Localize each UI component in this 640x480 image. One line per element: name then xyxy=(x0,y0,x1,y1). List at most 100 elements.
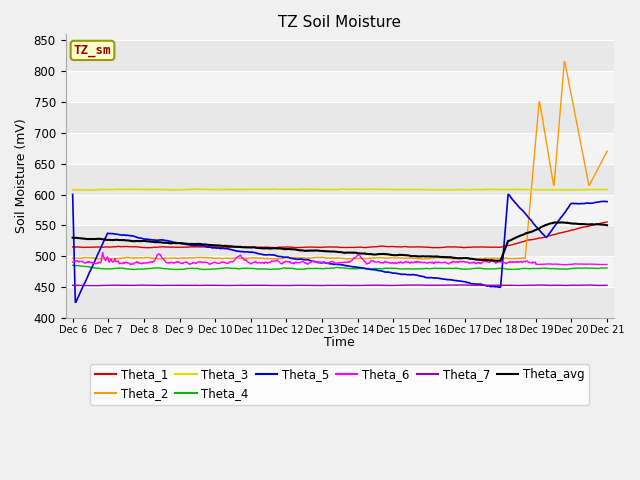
Theta_2 xyxy=(69,255,77,261)
Theta_5 xyxy=(285,255,293,261)
Theta_5 xyxy=(69,192,77,197)
Theta_6 xyxy=(69,259,77,265)
Theta_3 xyxy=(604,187,611,192)
Bar xyxy=(65,194,614,226)
Theta_7 xyxy=(69,282,77,288)
Theta_5 xyxy=(604,199,611,204)
Theta_3 xyxy=(305,186,313,192)
Legend: Theta_1, Theta_2, Theta_3, Theta_4, Theta_5, Theta_6, Theta_7, Theta_avg: Theta_1, Theta_2, Theta_3, Theta_4, Thet… xyxy=(90,364,589,405)
Theta_7 xyxy=(436,282,444,288)
Theta_1 xyxy=(496,244,504,250)
Theta_3 xyxy=(191,186,199,192)
Theta_3 xyxy=(437,187,445,192)
Theta_1 xyxy=(305,244,312,250)
Theta_avg xyxy=(604,222,611,228)
Theta_6 xyxy=(286,258,294,264)
Theta_5 xyxy=(496,285,504,290)
Theta_2 xyxy=(604,148,611,154)
Bar xyxy=(65,71,614,102)
Theta_avg xyxy=(494,258,502,264)
Theta_5 xyxy=(486,284,493,289)
Theta_3 xyxy=(124,186,132,192)
Theta_avg xyxy=(486,257,493,263)
Line: Theta_1: Theta_1 xyxy=(73,222,607,248)
Theta_4 xyxy=(436,265,444,271)
Theta_7 xyxy=(486,282,494,288)
Theta_2 xyxy=(561,59,568,65)
Theta_1 xyxy=(486,244,493,250)
Theta_1 xyxy=(604,219,611,225)
Theta_1 xyxy=(124,244,131,250)
Theta_4 xyxy=(486,266,493,272)
Line: Theta_6: Theta_6 xyxy=(73,252,607,265)
Theta_3 xyxy=(84,187,92,193)
Theta_4 xyxy=(496,265,504,271)
Theta_4 xyxy=(604,265,611,271)
Theta_avg xyxy=(304,248,312,253)
Bar xyxy=(65,133,614,164)
Theta_6 xyxy=(496,259,504,264)
Line: Theta_3: Theta_3 xyxy=(73,189,607,190)
Theta_7 xyxy=(94,283,102,288)
Theta_2 xyxy=(95,256,102,262)
Theta_4 xyxy=(305,265,312,271)
Theta_5 xyxy=(436,276,444,282)
Theta_avg xyxy=(557,219,564,225)
Theta_6 xyxy=(486,259,494,264)
Theta_2 xyxy=(496,255,504,261)
Theta_2 xyxy=(305,255,312,261)
Line: Theta_4: Theta_4 xyxy=(73,265,607,270)
Theta_7 xyxy=(459,282,467,288)
Theta_7 xyxy=(285,283,293,288)
Theta_4 xyxy=(69,263,77,268)
Theta_5 xyxy=(505,192,513,197)
Theta_3 xyxy=(496,187,504,192)
Theta_6 xyxy=(305,260,313,266)
Theta_6 xyxy=(124,260,132,265)
Theta_7 xyxy=(496,282,504,288)
Theta_2 xyxy=(124,255,132,261)
Text: TZ_sm: TZ_sm xyxy=(74,44,111,57)
Theta_3 xyxy=(69,187,77,192)
Bar xyxy=(65,256,614,287)
Theta_4 xyxy=(175,267,183,273)
Theta_1 xyxy=(436,245,444,251)
Y-axis label: Soil Moisture (mV): Soil Moisture (mV) xyxy=(15,119,28,233)
Theta_1 xyxy=(285,244,293,250)
Title: TZ Soil Moisture: TZ Soil Moisture xyxy=(278,15,401,30)
Theta_5 xyxy=(124,232,132,238)
Theta_5 xyxy=(305,257,312,263)
Theta_3 xyxy=(486,187,494,192)
Theta_avg xyxy=(124,238,131,243)
Theta_2 xyxy=(285,255,293,261)
Theta_avg xyxy=(285,246,292,252)
Theta_6 xyxy=(437,260,445,266)
Theta_5 xyxy=(72,300,79,305)
Theta_4 xyxy=(285,265,293,271)
Bar xyxy=(65,226,614,256)
Bar xyxy=(65,40,614,71)
Theta_7 xyxy=(604,282,611,288)
Theta_avg xyxy=(436,254,444,260)
Theta_7 xyxy=(305,283,312,288)
Line: Theta_2: Theta_2 xyxy=(73,62,607,259)
Theta_avg xyxy=(69,235,77,240)
Theta_1 xyxy=(143,245,150,251)
Bar xyxy=(65,164,614,194)
Line: Theta_avg: Theta_avg xyxy=(73,222,607,261)
Bar xyxy=(65,287,614,318)
Theta_6 xyxy=(99,250,106,255)
X-axis label: Time: Time xyxy=(324,336,355,349)
Theta_1 xyxy=(69,244,77,250)
Theta_6 xyxy=(127,262,134,268)
Theta_2 xyxy=(486,255,493,261)
Line: Theta_5: Theta_5 xyxy=(73,194,607,302)
Theta_avg xyxy=(496,258,504,264)
Theta_3 xyxy=(286,187,294,192)
Theta_4 xyxy=(124,266,131,272)
Theta_6 xyxy=(604,262,611,267)
Theta_7 xyxy=(124,283,132,288)
Line: Theta_7: Theta_7 xyxy=(73,285,607,286)
Theta_2 xyxy=(436,254,444,260)
Bar xyxy=(65,102,614,133)
